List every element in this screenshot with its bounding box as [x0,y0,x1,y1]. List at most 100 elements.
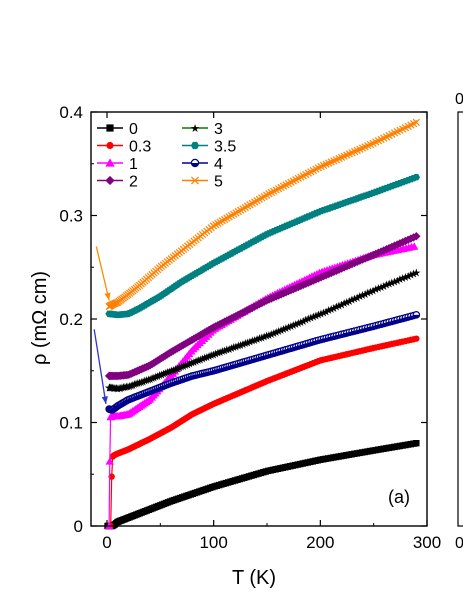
data-point: ★ [202,352,212,364]
data-point: ★ [147,373,157,385]
data-point: ★ [400,272,410,284]
data-point: ★ [130,379,140,391]
data-point: ★ [339,298,349,310]
data-point: ★ [109,383,119,395]
data-point: ★ [120,382,130,394]
data-point: ★ [376,282,386,294]
data-point: ★ [373,283,383,295]
data-point: ★ [110,383,120,395]
data-point: ★ [321,306,331,318]
data-point: ★ [238,339,248,351]
x-tick-label: 300 [413,533,441,552]
legend-marker: ★ [190,123,200,135]
data-point: ★ [365,286,375,298]
next-panel-label-top: 0 [455,91,463,108]
data-point: ★ [198,354,208,366]
data-point: ★ [106,382,116,394]
data-point: ★ [259,332,269,344]
data-point: ★ [162,367,172,379]
legend-item-3: ★ 3 [182,121,223,138]
series-0 [104,440,420,530]
data-point: ★ [131,379,141,391]
y-tick-label: 0 [74,517,83,536]
data-point: ★ [411,267,421,279]
data-point: ★ [245,337,255,349]
data-point [413,440,420,447]
legend-marker [106,124,114,132]
y-tick-label: 0.4 [59,103,83,122]
legend-label: 3.5 [214,139,236,156]
data-point: ★ [243,337,253,349]
legend-item-5: 5 [182,174,223,191]
data-point: ★ [358,290,368,302]
data-point: ★ [159,369,169,381]
data-point: ★ [170,364,180,376]
legend-marker [190,176,200,185]
data-point: ★ [254,333,264,345]
series-line [108,121,417,308]
data-point: ★ [153,371,163,383]
legend-item-2: 2 [97,174,138,191]
data-point: ★ [395,274,405,286]
data-point: ★ [363,288,373,300]
data-point: ★ [352,292,362,304]
y-tick-label: 0.3 [59,207,83,226]
series-3.5 [105,174,420,319]
data-point [410,242,419,250]
data-point: ★ [121,382,131,394]
legend-marker [105,158,115,167]
data-point: ★ [213,348,223,360]
data-point: ★ [123,381,133,393]
data-point: ★ [143,374,153,386]
data-point: ★ [220,345,230,357]
data-point: ★ [274,326,284,338]
data-point: ★ [360,289,370,301]
data-point: ★ [236,340,246,352]
data-point: ★ [398,273,408,285]
data-point: ★ [409,269,419,281]
data-point: ★ [118,382,128,394]
data-point: ★ [262,331,272,343]
series-line [107,442,417,527]
data-point: ★ [279,324,289,336]
data-point: ★ [229,342,239,354]
data-point: ★ [384,279,394,291]
data-point: ★ [195,354,205,366]
data-point: ★ [240,338,250,350]
panel-label: (a) [388,487,410,507]
data-point: ★ [108,383,118,395]
data-point: ★ [111,383,121,395]
data-point: ★ [116,383,126,395]
data-point: ★ [266,329,276,341]
data-point: ★ [128,380,138,392]
data-point: ★ [283,322,293,334]
data-point: ★ [316,309,326,321]
data-point: ★ [306,313,316,325]
data-point: ★ [183,359,193,371]
data-point: ★ [149,372,159,384]
data-point: ★ [226,343,236,355]
data-point: ★ [206,350,216,362]
data-point: ★ [155,370,165,382]
legend-label: 4 [214,156,223,173]
legend-label: 0 [129,121,138,138]
data-point [412,118,420,126]
legend-item-1: 1 [97,156,138,173]
data-point: ★ [104,382,114,394]
data-point: ★ [382,280,392,292]
data-point: ★ [257,332,267,344]
data-point: ★ [193,355,203,367]
data-point: ★ [174,362,184,374]
data-point: ★ [355,291,365,303]
data-point: ★ [114,383,124,395]
data-point: ★ [133,378,143,390]
data-point: ★ [105,382,115,394]
arrow-line [95,246,110,301]
data-point: ★ [181,360,191,372]
data-point: ★ [286,321,296,333]
data-point: ★ [191,356,201,368]
data-point: ★ [113,383,123,395]
series-2 [104,232,421,381]
next-panel-edge [457,111,463,527]
data-point: ★ [301,315,311,327]
